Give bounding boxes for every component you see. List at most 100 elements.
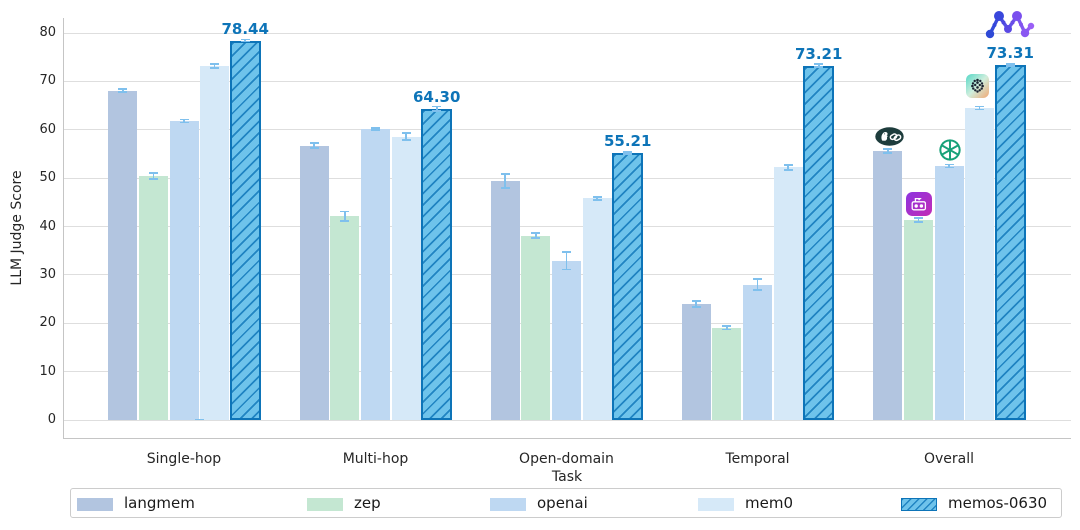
error-bar-langmem-multi-hop [313, 143, 316, 149]
bar-mem0-overall [965, 107, 995, 420]
error-bar-zep-single-hop [152, 173, 155, 180]
legend-label-zep: zep [354, 494, 381, 512]
error-bar-cap [592, 196, 602, 198]
legend-label-openai: openai [537, 494, 588, 512]
legend-swatch-memos-0630 [901, 498, 937, 511]
y-tick-label-30: 30 [39, 266, 56, 282]
bar-value-label-overall: 73.31 [986, 44, 1034, 63]
error-bar-zep-overall [917, 217, 920, 222]
x-tick-label-multi-hop: Multi-hop [342, 451, 409, 467]
memos-logo-icon [984, 8, 1036, 40]
error-bar-mem0-single-hop [213, 63, 216, 68]
error-bar-zep-temporal [726, 325, 728, 330]
bar-openai-single-hop [169, 121, 199, 420]
bar-zep-open-domain [521, 235, 551, 420]
error-bar-cap [531, 237, 541, 239]
error-bar-cap [722, 324, 732, 327]
bar-value-label-temporal: 73.21 [794, 44, 843, 63]
legend-swatch-openai [490, 498, 526, 511]
error-bar-cap [401, 139, 411, 141]
error-bar-cap [500, 187, 510, 190]
error-bar-cap [309, 142, 319, 145]
error-bar-memos-0630-overall [1009, 64, 1012, 67]
error-bar-openai-temporal [756, 278, 759, 291]
error-bar-langmem-temporal [695, 300, 698, 307]
bar-memos-0630-open-domain [612, 152, 644, 420]
left-spine [63, 18, 64, 438]
y-tick-label-50: 50 [39, 170, 56, 186]
bar-openai-open-domain [552, 260, 581, 420]
error-bar-cap [944, 166, 954, 169]
error-bar-cap [371, 127, 380, 130]
x-tick-label-open-domain: Open-domain [519, 451, 614, 467]
gridline-70 [63, 80, 1071, 82]
error-bar-cap [1005, 63, 1015, 66]
error-bar-mem0-multi-hop [405, 133, 407, 140]
error-bar-openai-overall [948, 164, 950, 168]
openai-logo-icon [937, 137, 963, 163]
error-bar-openai-single-hop [183, 119, 185, 123]
error-bar-cap [240, 38, 250, 41]
error-bar-cap [148, 172, 158, 175]
error-bar-cap [753, 277, 762, 280]
bar-memos-0630-overall [994, 65, 1026, 420]
bottom-spine [63, 438, 1071, 439]
gridline-80 [63, 32, 1071, 34]
bar-langmem-open-domain [490, 181, 520, 420]
bar-langmem-temporal [681, 303, 711, 420]
bar-langmem-multi-hop [299, 145, 329, 420]
error-bar-cap [179, 118, 189, 121]
error-bar-langmem-open-domain [504, 173, 507, 189]
error-bar-zep-multi-hop [344, 211, 346, 222]
gridline-0 [63, 419, 1071, 421]
error-bar-cap [148, 178, 158, 180]
error-bar-cap [975, 105, 985, 108]
legend-label-memos-0630: memos-0630 [948, 494, 1048, 512]
error-bar-cap [623, 152, 633, 155]
error-bar-cap [722, 328, 732, 331]
error-bar-openai-open-domain [565, 252, 568, 270]
x-tick-label-single-hop: Single-hop [146, 451, 222, 467]
bar-openai-multi-hop [361, 129, 390, 420]
error-bar-cap [814, 66, 824, 69]
y-tick-label-0: 0 [47, 412, 56, 427]
error-bar-zep-open-domain [535, 233, 537, 239]
error-bar-cap [340, 220, 350, 223]
bar-memos-0630-temporal [803, 65, 835, 420]
bar-zep-overall [903, 219, 933, 420]
error-bar-cap [691, 300, 701, 302]
error-bar-cap [401, 132, 411, 135]
y-tick-label-20: 20 [39, 315, 56, 331]
gridline-50 [63, 177, 1071, 179]
bar-mem0-multi-hop [391, 136, 421, 420]
error-bar-cap [944, 163, 954, 166]
error-bar-mem0-temporal [787, 165, 789, 170]
bar-memos-0630-multi-hop [421, 108, 453, 420]
error-bar-langmem-single-hop [121, 89, 124, 92]
bar-value-label-single-hop: 78.44 [221, 19, 269, 38]
error-bar-cap [1005, 65, 1015, 68]
bar-langmem-overall [873, 151, 903, 420]
y-axis-title: LLM Judge Score [9, 170, 25, 286]
bar-zep-multi-hop [330, 216, 360, 420]
error-bar-memos-0630-open-domain [626, 151, 629, 154]
error-bar-cap [371, 129, 380, 132]
legend-swatch-mem0 [698, 498, 734, 511]
x-tick-label-overall: Overall [923, 451, 975, 467]
y-tick-label-60: 60 [39, 121, 56, 137]
error-bar-cap [783, 169, 793, 171]
bar-mem0-temporal [773, 167, 803, 420]
error-bar-cap [783, 164, 793, 166]
error-bar-cap [691, 305, 701, 308]
error-bar-cap [179, 121, 189, 124]
gridline-40 [63, 226, 1071, 227]
bar-mem0-single-hop [200, 65, 230, 420]
error-bar-cap [240, 40, 250, 43]
error-bar-cap [118, 88, 128, 90]
error-bar-cap [432, 105, 442, 108]
legend-swatch-zep [307, 498, 343, 511]
error-bar-cap [883, 152, 893, 154]
error-bar-cap [975, 108, 985, 111]
